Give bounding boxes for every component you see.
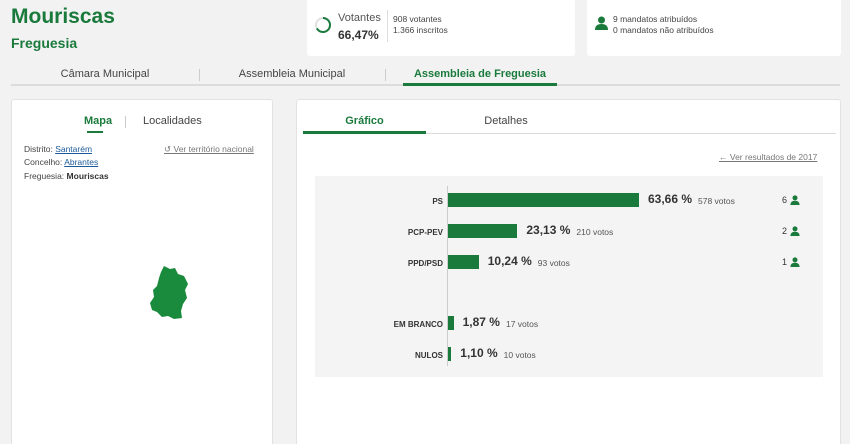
tab-divider <box>199 69 200 81</box>
parish-row: Freguesia: Mouriscas <box>24 171 109 181</box>
tab-camara-municipal[interactable]: Câmara Municipal <box>60 68 150 80</box>
active-tab-indicator <box>303 131 426 134</box>
national-territory-label: Ver território nacional <box>173 144 254 154</box>
bar-votes-pcp-pev: 210 votos <box>576 227 614 237</box>
location-panel: Mapa Localidades Distrito: Santarém Conc… <box>11 99 273 444</box>
bar-percentage-pcp-pev: 23,13 % <box>526 223 571 237</box>
turnout-ring-icon <box>315 17 331 33</box>
bar-ppd-psd <box>448 255 479 269</box>
bar-label-ppd-psd: PPD/PSD <box>407 259 443 268</box>
undo-arrow-icon: ↺ <box>164 144 172 154</box>
previous-results-label: Ver resultados de 2017 <box>729 152 818 162</box>
seats-pcp-pev: 2 <box>782 226 788 236</box>
bar-percentage-em-branco: 1,87 % <box>462 315 500 329</box>
mandates-card: 9 mandatos atribuídos 0 mandatos não atr… <box>587 0 841 56</box>
person-icon <box>790 195 800 205</box>
previous-results-link[interactable]: ← Ver resultados de 2017 <box>719 152 817 162</box>
bar-label-pcp-pev: PCP-PEV <box>407 228 443 237</box>
bar-votes-ppd-psd: 93 votos <box>537 258 570 268</box>
turnout-card: Votantes 66,47% 908 votantes 1.366 inscr… <box>307 0 575 56</box>
seats-ps: 6 <box>782 195 788 205</box>
results-chart: PS 63,66 % 578 votos 6 PCP-PEV 23,13 % 210 vot… <box>315 176 823 377</box>
person-icon <box>790 257 800 267</box>
bar-votes-em-branco: 17 votos <box>505 319 539 329</box>
tab-divider <box>385 69 386 81</box>
municipality-label: Concelho: <box>24 157 63 167</box>
tab-chart[interactable]: Gráfico <box>345 115 384 127</box>
mandates-not-attributed: 0 mandatos não atribuídos <box>613 25 714 35</box>
bar-ps <box>448 193 639 207</box>
municipality-row: Concelho: Abrantes <box>24 157 98 167</box>
bar-percentage-ps: 63,66 % <box>647 192 693 206</box>
chart-axis <box>447 186 448 366</box>
municipality-link[interactable]: Abrantes <box>64 157 99 167</box>
results-panel: Gráfico Detalhes ← Ver resultados de 201… <box>296 99 841 444</box>
election-tabs: Câmara Municipal Assembleia Municipal As… <box>11 64 840 86</box>
parish-label: Freguesia: <box>24 171 65 181</box>
district-link[interactable]: Santarém <box>55 144 93 154</box>
national-territory-link[interactable]: ↺ Ver território nacional <box>164 144 254 155</box>
bar-label-nulos: NULOS <box>415 351 443 360</box>
person-icon <box>790 226 800 236</box>
registered-count: 1.366 inscritos <box>393 25 448 35</box>
voters-count: 908 votantes <box>393 14 442 24</box>
bar-label-ps: PS <box>432 197 443 206</box>
results-tabs: Gráfico Detalhes <box>303 112 836 134</box>
district-label: Distrito: <box>24 144 53 154</box>
mandates-attributed: 9 mandatos atribuídos <box>613 14 698 24</box>
tab-localities[interactable]: Localidades <box>143 115 202 127</box>
tab-assembleia-freguesia[interactable]: Assembleia de Freguesia <box>413 68 547 80</box>
tab-assembleia-municipal[interactable]: Assembleia Municipal <box>238 68 346 80</box>
page-subtitle: Freguesia <box>11 35 78 51</box>
bar-em-branco <box>448 316 454 330</box>
district-row: Distrito: Santarém <box>24 144 92 154</box>
bar-label-em-branco: EM BRANCO <box>393 320 443 329</box>
voters-label: Votantes <box>338 12 381 24</box>
active-tab-indicator <box>403 83 557 86</box>
turnout-percentage: 66,47% <box>338 28 379 42</box>
person-icon <box>595 16 608 30</box>
bar-percentage-ppd-psd: 10,24 % <box>487 254 532 268</box>
bar-votes-ps: 578 votos <box>698 196 735 206</box>
active-tab-indicator <box>87 131 103 133</box>
parish-value: Mouriscas <box>66 171 109 181</box>
bar-pcp-pev <box>448 224 518 238</box>
seats-ppd-psd: 1 <box>782 257 788 267</box>
bar-nulos <box>448 347 452 361</box>
page-title: Mouriscas <box>11 5 115 28</box>
tab-details[interactable]: Detalhes <box>484 115 528 127</box>
arrow-left-icon: ← <box>719 152 728 162</box>
bar-percentage-nulos: 1,10 % <box>460 346 498 360</box>
tab-map[interactable]: Mapa <box>84 115 113 127</box>
tab-divider <box>125 116 126 128</box>
divider <box>387 10 388 42</box>
bar-votes-nulos: 10 votos <box>503 350 536 360</box>
parish-map[interactable] <box>148 264 190 320</box>
